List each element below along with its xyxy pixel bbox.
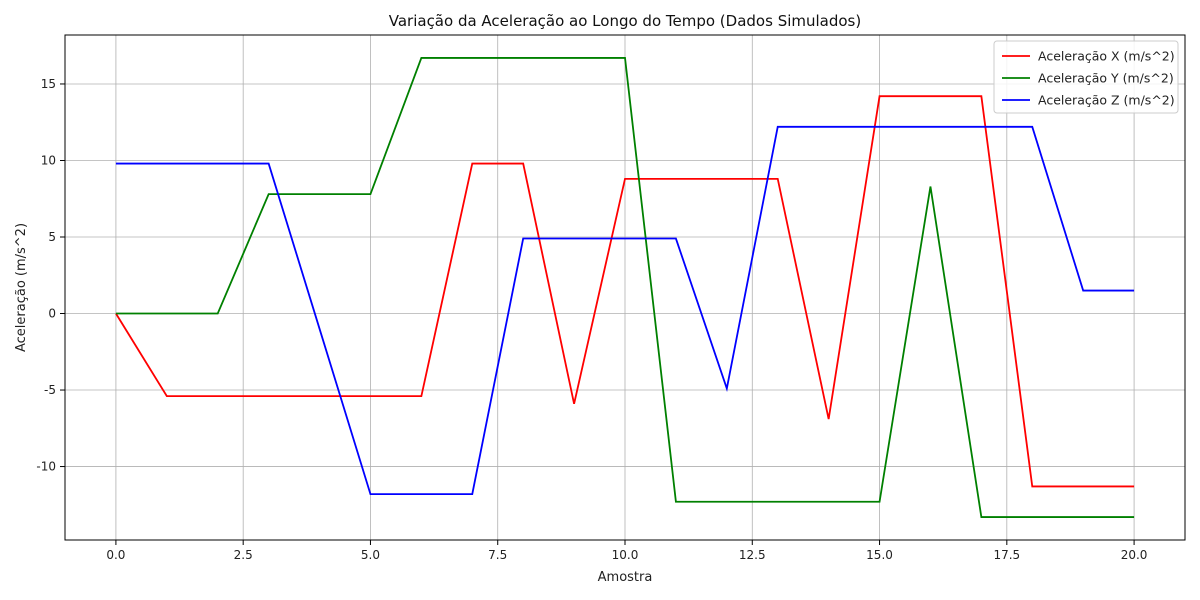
legend: Aceleração X (m/s^2) Aceleração Y (m/s^2)… [993, 40, 1179, 114]
x-tick-label: 5.0 [361, 548, 380, 562]
legend-label-1: Aceleração X (m/s^2) [1038, 49, 1175, 64]
x-tick-label: 7.5 [488, 548, 507, 562]
x-tick-label: 15.0 [866, 548, 893, 562]
legend-label-2: Aceleração Y (m/s^2) [1038, 71, 1174, 86]
y-tick-label: 5 [48, 230, 56, 244]
legend-box [993, 40, 1179, 114]
x-tick-label: 2.5 [234, 548, 253, 562]
y-tick-label: -10 [36, 460, 56, 474]
chart-title: Variação da Aceleração ao Longo do Tempo… [389, 12, 861, 30]
grid [65, 35, 1185, 540]
x-tick-label: 12.5 [739, 548, 766, 562]
axis-ticks: 0.0 2.5 5.0 7.5 10.0 12.5 15.0 17.5 20.0 -10 -5 0 5 1… [36, 77, 1147, 562]
series-lines [115, 57, 1135, 518]
y-tick-label: -5 [44, 383, 56, 397]
y-tick-label: 10 [41, 153, 56, 167]
y-tick-label: 15 [41, 77, 56, 91]
x-axis-label: Amostra [598, 570, 653, 585]
series-line-1 [115, 95, 1135, 488]
y-axis-label: Aceleração (m/s^2) [14, 223, 29, 352]
x-tick-label: 17.5 [993, 548, 1020, 562]
series-line-2 [115, 57, 1135, 518]
y-tick-label: 0 [48, 307, 56, 321]
x-tick-label: 20.0 [1121, 548, 1148, 562]
x-tick-label: 10.0 [612, 548, 639, 562]
x-tick-label: 0.0 [106, 548, 125, 562]
legend-label-3: Aceleração Z (m/s^2) [1038, 93, 1175, 108]
series-line-3 [115, 125, 1135, 495]
